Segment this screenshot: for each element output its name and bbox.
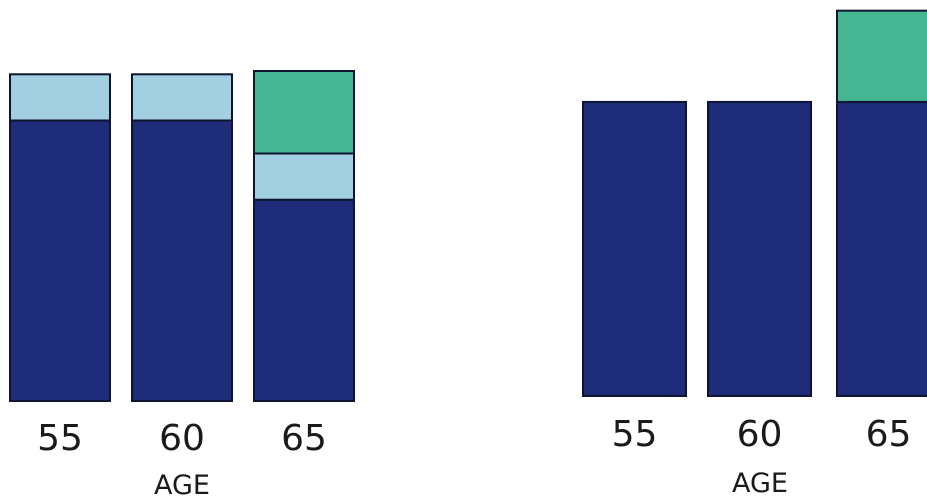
bar-segment-age-55-series-0 xyxy=(582,100,687,397)
x-tick-label-65: 65 xyxy=(281,418,327,459)
x-tick-label-55: 55 xyxy=(612,414,658,455)
bar-segment-age-65-series-0 xyxy=(253,198,355,402)
x-tick-label-60: 60 xyxy=(737,414,783,455)
bar-segment-age-65-series-1 xyxy=(836,9,927,103)
chart-right: 55 60 65 AGE xyxy=(582,9,927,499)
x-axis-label: AGE xyxy=(154,470,210,499)
bar-segment-age-65-series-0 xyxy=(836,100,927,397)
bar-segment-age-60-series-1 xyxy=(131,73,233,122)
bar-segment-age-60-series-0 xyxy=(131,119,233,402)
bar-segment-age-55-series-0 xyxy=(9,119,111,402)
x-tick-label-65: 65 xyxy=(866,414,912,455)
x-axis-label: AGE xyxy=(732,468,788,499)
bar-segment-age-65-series-2 xyxy=(253,70,355,155)
chart-left: 55 60 65 AGE xyxy=(9,70,355,499)
x-tick-label-55: 55 xyxy=(37,418,83,459)
bar-segment-age-60-series-0 xyxy=(707,100,812,397)
bar-segment-age-55-series-1 xyxy=(9,73,111,122)
bar-segment-age-65-series-1 xyxy=(253,152,355,201)
x-tick-label-60: 60 xyxy=(159,418,205,459)
